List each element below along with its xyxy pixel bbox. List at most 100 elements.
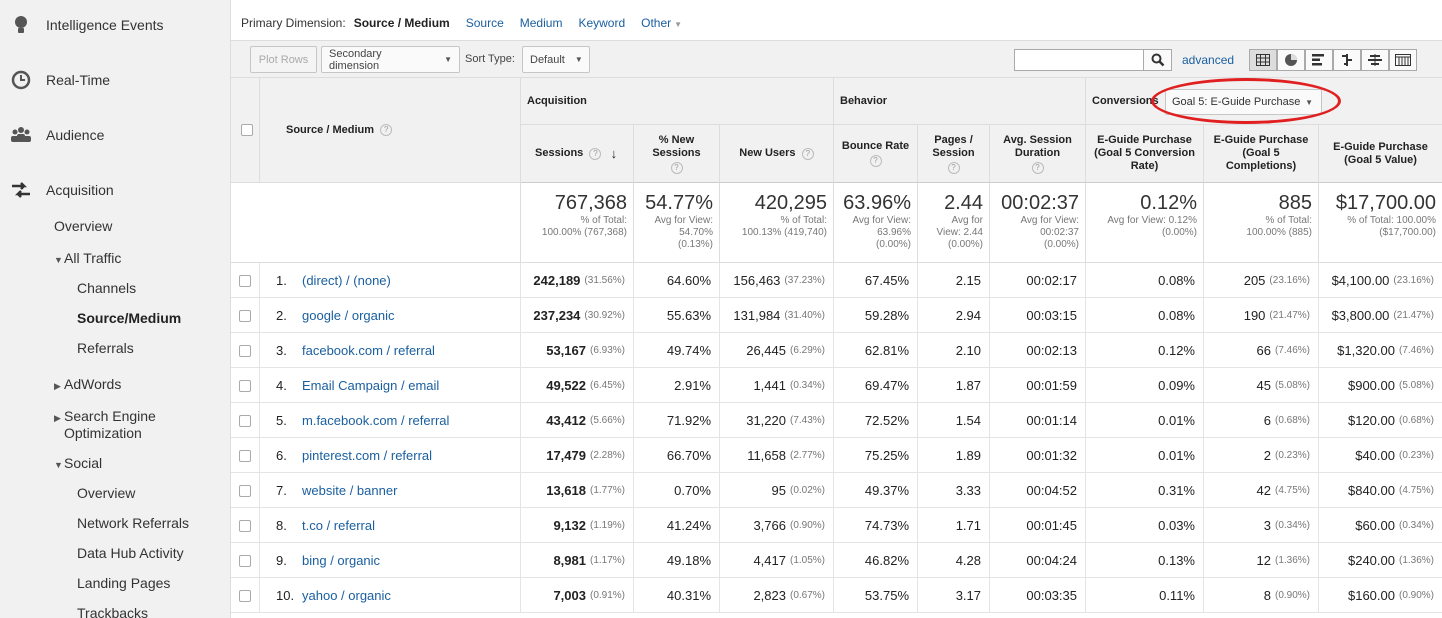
nav-acq-overview[interactable]: Overview xyxy=(54,218,113,234)
cell-value: 237,234 xyxy=(533,308,581,323)
source-medium-link[interactable]: google / organic xyxy=(302,308,395,323)
view-comparison-button[interactable] xyxy=(1333,49,1361,71)
view-performance-button[interactable] xyxy=(1305,49,1333,71)
help-icon[interactable]: ? xyxy=(670,161,683,174)
cell-sessions: 9,132 (1.19%) xyxy=(521,508,634,543)
nav-trackbacks[interactable]: Trackbacks xyxy=(77,605,149,618)
header-goal-completions[interactable]: E-Guide Purchase (Goal 5 Completions) xyxy=(1204,125,1319,183)
source-medium-link[interactable]: (direct) / (none) xyxy=(302,273,391,288)
help-icon[interactable]: ? xyxy=(589,147,602,160)
source-medium-link[interactable]: website / banner xyxy=(302,483,398,498)
table-row: 3. facebook.com / referral 53,167 (6.93%) 49… xyxy=(231,333,1442,368)
nav-network-referrals[interactable]: Network Referrals xyxy=(77,515,190,531)
view-table-button[interactable] xyxy=(1249,49,1277,71)
cell-goal-completions: 8 (0.90%) xyxy=(1204,578,1319,613)
source-medium-link[interactable]: yahoo / organic xyxy=(302,588,391,603)
source-medium-link[interactable]: bing / organic xyxy=(302,553,381,568)
cell-value: 46.82% xyxy=(864,553,909,568)
row-checkbox[interactable] xyxy=(239,449,251,462)
dimension-link-source[interactable]: Source xyxy=(465,15,504,30)
advanced-filter-link[interactable]: advanced xyxy=(1182,53,1235,67)
cell-pages-session: 3.33 xyxy=(918,473,990,508)
source-medium-link[interactable]: pinterest.com / referral xyxy=(302,448,433,463)
nav-label: Acquisition xyxy=(46,181,114,198)
nav-source-medium[interactable]: Source/Medium xyxy=(77,310,182,326)
header-avg-session-duration[interactable]: Avg. Session Duration? xyxy=(990,125,1086,183)
row-checkbox[interactable] xyxy=(239,274,251,287)
header-bounce-rate[interactable]: Bounce Rate? xyxy=(834,125,918,183)
nav-seo[interactable]: ▶ Search Engine Optimization xyxy=(54,408,156,441)
secondary-dimension-select[interactable]: Secondary dimension ▼ xyxy=(321,46,460,73)
cell-sessions: 237,234 (30.92%) xyxy=(521,298,634,333)
cell-value: 00:04:24 xyxy=(1026,553,1077,568)
cell-pages-session: 2.10 xyxy=(918,333,990,368)
cell-value: 190 xyxy=(1243,308,1266,323)
header-goal-value[interactable]: E-Guide Purchase (Goal 5 Value) xyxy=(1319,125,1442,183)
nav-acquisition[interactable]: Acquisition xyxy=(0,162,230,217)
source-medium-link[interactable]: facebook.com / referral xyxy=(302,343,435,358)
nav-social[interactable]: ▼Social xyxy=(54,455,103,471)
row-checkbox[interactable] xyxy=(239,554,251,567)
header-pct-new-sessions[interactable]: % New Sessions? xyxy=(634,125,720,183)
view-pie-button[interactable] xyxy=(1277,49,1305,71)
source-medium-link[interactable]: m.facebook.com / referral xyxy=(302,413,450,428)
help-icon[interactable]: ? xyxy=(947,161,960,174)
cell-value: 0.08% xyxy=(1158,308,1195,323)
row-checkbox[interactable] xyxy=(239,414,251,427)
row-checkbox[interactable] xyxy=(239,484,251,497)
row-number: 1. xyxy=(276,273,287,288)
dimension-link-keyword[interactable]: Keyword xyxy=(578,15,626,30)
row-checkbox[interactable] xyxy=(239,344,251,357)
header-new-users[interactable]: New Users ? xyxy=(720,125,834,183)
nav-intelligence-events[interactable]: Intelligence Events xyxy=(0,0,230,52)
view-pivot-button[interactable] xyxy=(1389,49,1417,71)
nav-data-hub[interactable]: Data Hub Activity xyxy=(77,545,184,561)
cell-percent: (0.23%) xyxy=(1274,450,1310,461)
help-icon[interactable]: ? xyxy=(801,147,814,160)
nav-referrals[interactable]: Referrals xyxy=(77,340,134,356)
row-checkbox[interactable] xyxy=(239,379,251,392)
source-medium-link[interactable]: Email Campaign / email xyxy=(302,378,440,393)
cell-value: 95 xyxy=(771,483,786,498)
row-checkbox[interactable] xyxy=(239,309,251,322)
source-medium-link[interactable]: t.co / referral xyxy=(302,518,375,533)
help-icon[interactable]: ? xyxy=(1031,161,1044,174)
row-checkbox[interactable] xyxy=(239,589,251,602)
header-pages-session[interactable]: Pages / Session? xyxy=(918,125,990,183)
cell-pct-new-sessions: 66.70% xyxy=(634,438,720,473)
cell-percent: (31.56%) xyxy=(584,275,625,286)
search-button[interactable] xyxy=(1144,49,1172,71)
header-sessions[interactable]: Sessions ? ↓ xyxy=(521,125,634,183)
cell-source-medium: 1. (direct) / (none) xyxy=(260,263,521,298)
cell-value: $900.00 xyxy=(1347,378,1395,393)
row-checkbox[interactable] xyxy=(239,519,251,532)
header-source-medium[interactable]: Source / Medium ? xyxy=(260,78,521,183)
sort-type-select[interactable]: Default ▼ xyxy=(522,46,590,73)
cell-percent: (0.91%) xyxy=(589,590,625,601)
goal-select[interactable]: Goal 5: E-Guide Purchase ▼ xyxy=(1165,89,1322,115)
cell-value: 75.25% xyxy=(864,448,909,463)
nav-social-overview[interactable]: Overview xyxy=(77,485,136,501)
nav-real-time[interactable]: Real-Time xyxy=(0,52,230,107)
dimension-link-medium[interactable]: Medium xyxy=(519,15,563,30)
nav-all-traffic[interactable]: ▼All Traffic xyxy=(54,250,122,266)
dimension-link-other[interactable]: Other ▼ xyxy=(641,15,683,30)
select-all-checkbox[interactable] xyxy=(241,124,253,136)
plot-rows-button[interactable]: Plot Rows xyxy=(250,46,317,73)
table-search-input[interactable] xyxy=(1014,49,1144,71)
cell-percent: (0.90%) xyxy=(789,520,825,531)
cell-value: 00:01:14 xyxy=(1026,413,1077,428)
search-icon xyxy=(1151,53,1164,67)
cell-value: 72.52% xyxy=(864,413,909,428)
cell-percent: (6.29%) xyxy=(789,345,825,356)
cell-pages-session: 2.94 xyxy=(918,298,990,333)
nav-adwords[interactable]: ▶ AdWords xyxy=(54,376,122,392)
help-icon[interactable]: ? xyxy=(869,155,882,167)
help-icon[interactable]: ? xyxy=(380,124,393,136)
cell-goal-completions: 205 (23.16%) xyxy=(1204,263,1319,298)
nav-landing-pages[interactable]: Landing Pages xyxy=(77,575,171,591)
view-term-cloud-button[interactable] xyxy=(1361,49,1389,71)
header-goal-conv-rate[interactable]: E-Guide Purchase (Goal 5 Conversion Rate… xyxy=(1086,125,1204,183)
nav-channels[interactable]: Channels xyxy=(77,280,137,296)
nav-audience[interactable]: Audience xyxy=(0,107,230,162)
